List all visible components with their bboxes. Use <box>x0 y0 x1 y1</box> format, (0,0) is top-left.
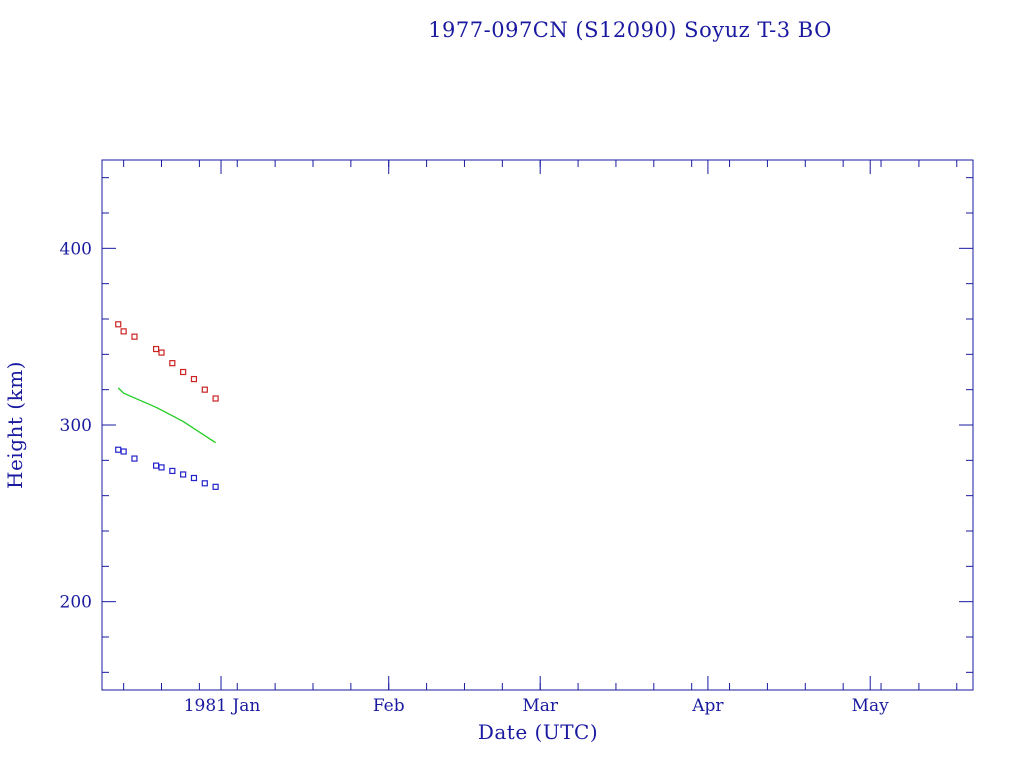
data-point <box>212 395 219 402</box>
data-point <box>201 480 208 487</box>
data-point <box>120 448 127 455</box>
x-tick-label: Mar <box>522 696 559 716</box>
data-point <box>115 321 122 328</box>
y-axis-label: Height (km) <box>3 361 27 489</box>
data-point <box>158 464 165 471</box>
y-tick-label: 400 <box>60 239 92 259</box>
data-point <box>169 467 176 475</box>
data-point <box>158 349 165 356</box>
data-point <box>212 483 219 490</box>
plot-frame <box>101 159 974 691</box>
y-tick-label: 200 <box>60 593 92 613</box>
data-point <box>131 455 138 462</box>
data-point <box>152 462 160 469</box>
x-axis-label: Date (UTC) <box>478 720 598 744</box>
y-tick-label: 300 <box>60 416 92 436</box>
data-point <box>190 375 198 383</box>
chart-title: 1977-097CN (S12090) Soyuz T-3 BO <box>428 18 832 42</box>
tick-labels: 200 300 400 1981 Jan Feb Mar Apr May <box>60 239 890 716</box>
axis-ticks <box>102 160 973 690</box>
x-tick-label: 1981 Jan <box>184 696 261 716</box>
data-point <box>190 474 198 482</box>
data-point <box>169 360 176 367</box>
data-series <box>115 321 219 490</box>
series-line <box>117 387 216 444</box>
data-point <box>201 386 208 393</box>
data-point <box>152 345 160 353</box>
data-point <box>180 368 187 376</box>
data-point <box>115 446 122 453</box>
data-point <box>180 471 187 478</box>
x-tick-label: Feb <box>373 696 405 716</box>
x-tick-label: May <box>852 696 890 716</box>
data-point <box>131 333 138 340</box>
data-point <box>120 328 127 335</box>
x-tick-label: Apr <box>691 696 724 716</box>
